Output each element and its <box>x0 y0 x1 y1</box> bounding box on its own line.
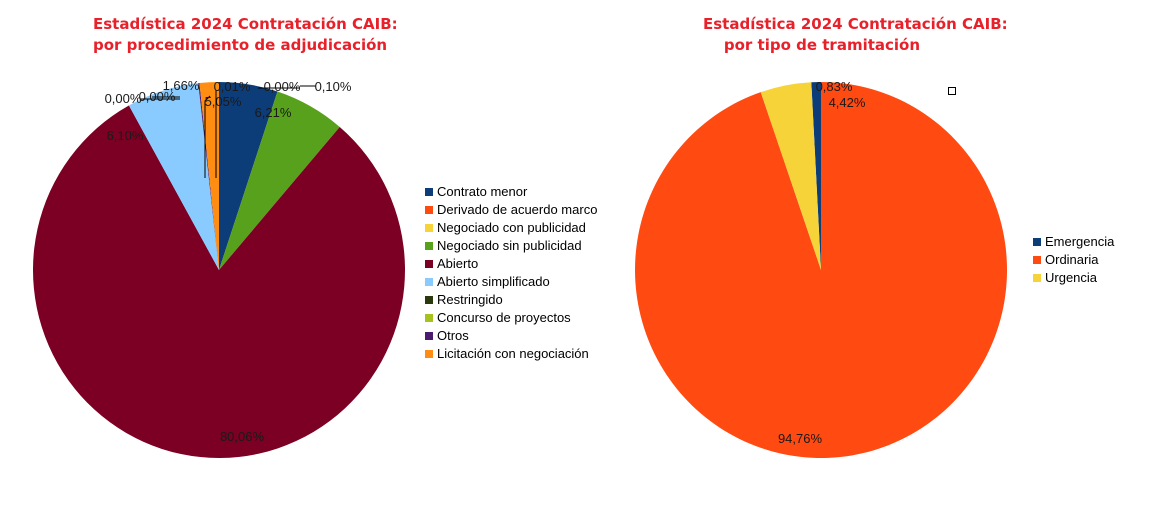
legend-swatch-urgencia <box>1033 274 1041 282</box>
chart-title-tramitacion: Estadística 2024 Contratación CAIB: por … <box>703 15 1008 54</box>
legend-item-ordinaria: Ordinaria <box>1033 252 1153 267</box>
data-label-abierto: 80,06% <box>220 429 265 444</box>
legend-item-abierto: Abierto <box>425 256 600 271</box>
pie-slice-negociado-sin-publicidad <box>219 91 340 270</box>
pie-slice-emergencia <box>811 82 821 270</box>
data-label-contrato-menor: 5,05% <box>205 94 242 109</box>
legend-label-ordinaria: Ordinaria <box>1045 252 1099 267</box>
legend-label-contrato-menor: Contrato menor <box>437 184 528 199</box>
legend-label-urgencia: Urgencia <box>1045 270 1098 285</box>
legend-item-negociado-sin-publicidad: Negociado sin publicidad <box>425 238 600 253</box>
pie-slice-restringido <box>198 83 219 270</box>
pie-slice-otros <box>198 83 219 270</box>
legend-label-concurso-de-proyectos: Concurso de proyectos <box>437 310 571 325</box>
legend-item-licitacion-con-negociacion: Licitación con negociación <box>425 346 600 361</box>
data-label-derivado-de-acuerdo-marco: 0,00% <box>105 91 142 106</box>
legend-label-abierto: Abierto <box>437 256 479 271</box>
data-label-otros: 0,10% <box>315 79 352 94</box>
legend-swatch-negociado-con-publicidad <box>425 224 433 232</box>
pie-2: 0,83% 94,76% 4,42% <box>635 79 1008 458</box>
legend-swatch-negociado-sin-publicidad <box>425 242 433 250</box>
legend-swatch-otros <box>425 332 433 340</box>
chart-title-adjudicacion: Estadística 2024 Contratación CAIB: por … <box>93 15 398 54</box>
pie-slice-ordinaria <box>635 81 1008 458</box>
legend-marker-box <box>948 87 956 95</box>
legend-item-otros: Otros <box>425 328 600 343</box>
pie-slice-contrato-menor <box>219 82 278 270</box>
legend-item-emergencia: Emergencia <box>1033 234 1153 249</box>
legend-item-abierto-simplificado: Abierto simplificado <box>425 274 600 289</box>
data-label-negociado-sin-publicidad: 6,10% <box>107 128 144 143</box>
legend-label-derivado-de-acuerdo-marco: Derivado de acuerdo marco <box>437 202 598 217</box>
legend-swatch-emergencia <box>1033 238 1041 246</box>
pie-slice-abierto-simplificado <box>128 83 219 271</box>
legend-swatch-abierto <box>425 260 433 268</box>
legend-label-negociado-con-publicidad: Negociado con publicidad <box>437 220 586 235</box>
data-label-ordinaria: 94,76% <box>778 431 823 446</box>
data-label-licitacion-con-negociacion: 1,66% <box>163 78 200 93</box>
legend-item-restringido: Restringido <box>425 292 600 307</box>
pie-1: 5,05%0,00%0,00%6,10%80,06%6,21%0,01% 0,00… <box>32 78 405 458</box>
legend-item-concurso-de-proyectos: Concurso de proyectos <box>425 310 600 325</box>
legend-swatch-restringido <box>425 296 433 304</box>
legend-item-derivado-de-acuerdo-marco: Derivado de acuerdo marco <box>425 202 600 217</box>
data-label-concurso-de-proyectos: 0,00% <box>264 79 301 94</box>
legend-item-contrato-menor: Contrato menor <box>425 184 600 199</box>
data-label-abierto-simplificado: 6,21% <box>255 105 292 120</box>
leader-line-contrato-menor <box>204 95 211 178</box>
legend-item-negociado-con-publicidad: Negociado con publicidad <box>425 220 600 235</box>
legend-label-emergencia: Emergencia <box>1045 234 1115 249</box>
pie-slice-abierto <box>32 105 405 458</box>
legend-swatch-licitacion-con-negociacion <box>425 350 433 358</box>
legend-swatch-contrato-menor <box>425 188 433 196</box>
data-label-urgencia: 4,42% <box>829 95 866 110</box>
legend-label-negociado-sin-publicidad: Negociado sin publicidad <box>437 238 582 253</box>
legend-label-otros: Otros <box>437 328 469 343</box>
legend-label-abierto-simplificado: Abierto simplificado <box>437 274 550 289</box>
legend-tramitacion: Emergencia Ordinaria Urgencia <box>1033 234 1153 288</box>
legend-label-restringido: Restringido <box>437 292 503 307</box>
legend-label-licitacion-con-negociacion: Licitación con negociación <box>437 346 589 361</box>
legend-swatch-concurso-de-proyectos <box>425 314 433 322</box>
legend-adjudicacion: Contrato menor Derivado de acuerdo marco N… <box>425 184 600 364</box>
data-label-negociado-con-publicidad: 0,00% <box>139 89 176 104</box>
data-label-emergencia: 0,83% <box>816 79 853 94</box>
pie-slice-licitacion-con-negociacion <box>199 82 219 270</box>
legend-swatch-abierto-simplificado <box>425 278 433 286</box>
legend-swatch-derivado-de-acuerdo-marco <box>425 206 433 214</box>
pie-slice-urgencia <box>760 82 821 270</box>
legend-item-urgencia: Urgencia <box>1033 270 1153 285</box>
data-label-restringido: 0,01% <box>214 79 251 94</box>
legend-swatch-ordinaria <box>1033 256 1041 264</box>
